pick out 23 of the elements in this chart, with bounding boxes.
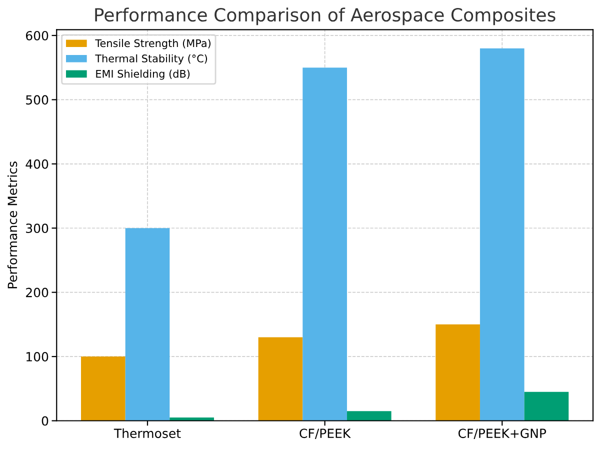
bar xyxy=(524,392,569,421)
legend-label: Thermal Stability (°C) xyxy=(95,54,208,64)
x-tick-label: CF/PEEK+GNP xyxy=(458,428,546,440)
y-tick-label: 200 xyxy=(26,288,48,298)
bar xyxy=(302,68,347,421)
bar xyxy=(258,337,303,421)
chart-title: Performance Comparison of Aerospace Composites xyxy=(95,8,556,26)
legend-label: Tensile Strength (MPa) xyxy=(95,39,210,50)
y-axis-title: Performance Metrics xyxy=(7,162,18,288)
y-tick-label: 500 xyxy=(26,95,48,105)
y-tick-label: 0 xyxy=(42,416,48,426)
y-tick-label: 100 xyxy=(26,352,48,362)
y-tick-label: 600 xyxy=(26,30,48,40)
bar xyxy=(81,356,126,421)
bar xyxy=(480,48,524,421)
x-tick-label: CF/PEEK xyxy=(300,428,351,440)
bar xyxy=(346,411,392,421)
bar xyxy=(436,324,480,421)
y-tick-label: 300 xyxy=(26,224,48,234)
x-tick-label: Thermoset xyxy=(114,428,181,438)
bar xyxy=(125,228,170,421)
legend-label: EMI Shielding (dB) xyxy=(96,70,190,80)
y-tick-label: 400 xyxy=(26,159,48,169)
